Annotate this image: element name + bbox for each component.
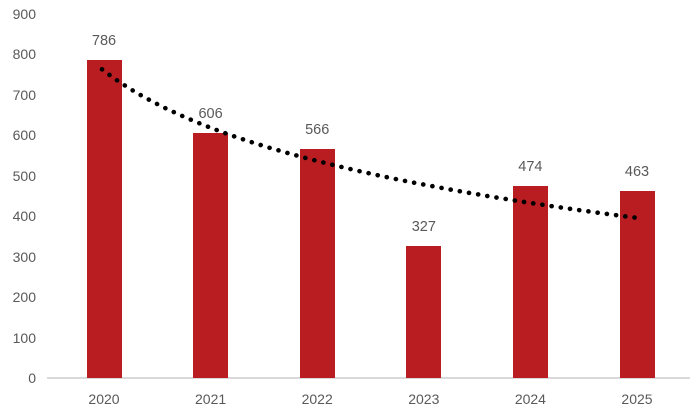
data-label-2020: 786 bbox=[91, 33, 117, 50]
bar-2025 bbox=[619, 190, 655, 378]
y-axis-tick-label: 700 bbox=[12, 86, 36, 103]
data-label-2022: 566 bbox=[305, 122, 330, 139]
bar-2020 bbox=[86, 60, 122, 378]
x-axis-tick-label-2021: 2021 bbox=[195, 391, 227, 407]
x-axis-tick-label-2023: 2023 bbox=[408, 391, 440, 407]
x-axis-tick-label-2025: 2025 bbox=[621, 391, 653, 407]
y-axis-tick-label: 500 bbox=[12, 167, 36, 184]
data-label-2024: 474 bbox=[518, 159, 543, 176]
x-axis-tick-label-2022: 2022 bbox=[301, 391, 333, 407]
x-axis-line bbox=[47, 377, 690, 379]
y-axis-tick-label: 400 bbox=[12, 208, 36, 225]
y-axis-tick-label: 800 bbox=[12, 46, 36, 63]
bar-2024 bbox=[512, 186, 548, 378]
data-label-2023: 327 bbox=[411, 218, 436, 235]
y-axis-tick-label: 200 bbox=[12, 289, 36, 306]
y-axis-tick-label: 0 bbox=[28, 370, 36, 386]
y-axis-tick-label: 600 bbox=[12, 127, 36, 144]
y-axis-tick-label: 900 bbox=[12, 6, 36, 22]
data-label-2025: 463 bbox=[624, 163, 650, 180]
data-label-2021: 606 bbox=[198, 105, 223, 122]
bar-2021 bbox=[193, 132, 229, 378]
x-axis-tick-label-2024: 2024 bbox=[514, 391, 546, 407]
y-axis-tick-label: 300 bbox=[12, 248, 36, 265]
bar-2022 bbox=[299, 149, 335, 378]
bar-2023 bbox=[406, 245, 442, 378]
y-axis-tick-label: 100 bbox=[12, 329, 36, 346]
x-axis-tick-label-2020: 2020 bbox=[88, 391, 120, 407]
